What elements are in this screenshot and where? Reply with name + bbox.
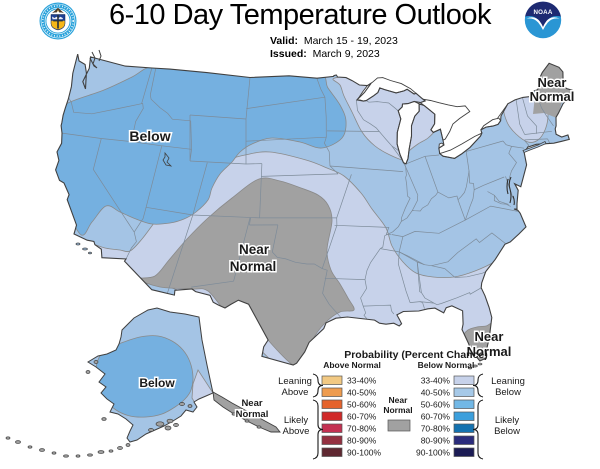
svg-text:Near: Near [475,329,504,344]
svg-text:Leaning: Leaning [491,376,525,387]
svg-text:Below: Below [129,128,170,144]
svg-text:40-50%: 40-50% [347,388,377,398]
svg-text:90-100%: 90-100% [416,448,450,458]
svg-text:50-60%: 50-60% [421,400,451,410]
svg-text:Below: Below [495,387,521,398]
svg-text:Near: Near [241,398,262,409]
svg-text:Likely: Likely [495,415,520,426]
svg-text:50-60%: 50-60% [347,400,377,410]
svg-text:90-100%: 90-100% [347,448,381,458]
svg-text:Normal: Normal [383,405,412,415]
svg-text:Below: Below [139,376,175,390]
svg-text:80-90%: 80-90% [347,436,377,446]
svg-text:Above: Above [282,387,309,398]
svg-text:Above: Above [283,426,310,437]
svg-text:Near: Near [538,75,567,90]
svg-text:80-90%: 80-90% [421,436,451,446]
svg-text:60-70%: 60-70% [347,412,377,422]
svg-text:Normal: Normal [530,89,575,104]
svg-text:Near: Near [389,395,409,405]
svg-text:70-80%: 70-80% [347,424,377,434]
svg-text:60-70%: 60-70% [421,412,451,422]
svg-text:33-40%: 33-40% [347,376,377,386]
svg-text:NOAA: NOAA [533,9,552,16]
svg-text:Below: Below [494,426,520,437]
svg-text:Below Normal: Below Normal [418,360,475,370]
svg-text:Probability (Percent Chance): Probability (Percent Chance) [344,349,488,361]
svg-text:33-40%: 33-40% [421,376,451,386]
svg-text:Normal: Normal [230,259,277,274]
svg-text:40-50%: 40-50% [421,388,451,398]
svg-text:Near: Near [239,242,270,257]
svg-text:Normal: Normal [236,409,269,420]
svg-text:Normal: Normal [467,344,512,359]
svg-text:Above Normal: Above Normal [323,360,381,370]
svg-text:70-80%: 70-80% [421,424,451,434]
svg-text:Leaning: Leaning [278,376,312,387]
svg-text:Likely: Likely [284,415,309,426]
